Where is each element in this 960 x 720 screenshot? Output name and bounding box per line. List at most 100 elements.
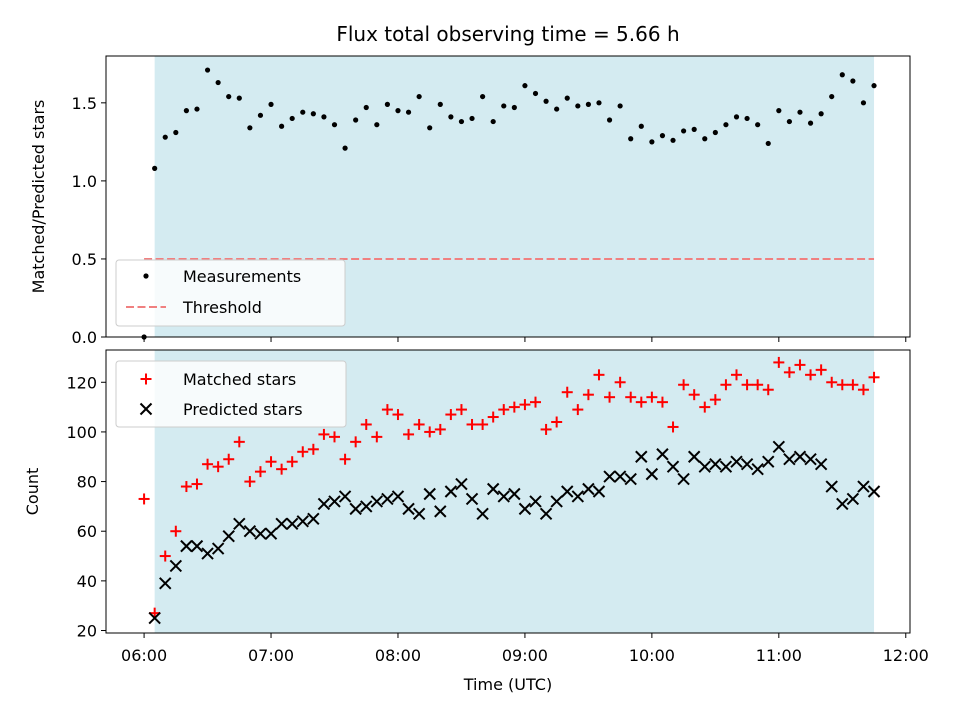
matched-star-point [254, 466, 266, 478]
cross-stroke-b [434, 505, 447, 518]
predicted-star-point [412, 507, 426, 521]
cross-stroke-b [613, 470, 627, 483]
predicted-star-point [592, 485, 606, 498]
predicted-star-point [518, 502, 532, 516]
measurement-point [395, 108, 401, 114]
cross-stroke-b [391, 490, 405, 503]
measurement-point [850, 78, 856, 84]
top-axes-frame [105, 55, 911, 338]
cross-stroke-b [582, 482, 595, 496]
cross-stroke-b [751, 462, 764, 476]
matched-star-point [265, 456, 277, 468]
cross-stroke-b [857, 480, 870, 493]
bottom-y-tick-label: 100 [66, 423, 97, 442]
legend-matched-marker [140, 373, 152, 385]
predicted-star-point [550, 495, 563, 508]
matched-star-point [487, 411, 499, 423]
predicted-star-point [836, 497, 849, 511]
matched-star-point [138, 493, 150, 505]
measurement-point [215, 79, 221, 86]
measurement-point [152, 165, 158, 171]
measurement-point [596, 100, 602, 106]
measurement-point [532, 90, 539, 97]
predicted-star-point [444, 485, 458, 498]
cross-stroke-b [550, 495, 563, 508]
cross-stroke-b [222, 529, 235, 543]
legend-measurements-label: Measurements [183, 267, 301, 286]
measurement-point [342, 145, 348, 151]
matched-star-point [561, 386, 573, 398]
matched-star-point [191, 478, 203, 490]
predicted-star-point [222, 529, 235, 543]
matched-star-point [773, 356, 785, 368]
bottom-x-tick-label: 08:00 [375, 646, 421, 665]
cross-stroke-b [148, 611, 161, 625]
matched-star-point [466, 418, 478, 430]
matched-star-point [350, 436, 362, 448]
matched-star-point [604, 391, 616, 403]
cross-stroke-b [254, 527, 267, 540]
top-y-tick-label: 1.0 [72, 172, 97, 191]
cross-stroke-b [740, 457, 754, 471]
predicted-star-point [857, 480, 870, 493]
matched-star-point [614, 376, 626, 388]
predicted-star-point [709, 457, 722, 471]
bottom-x-tick-label: 10:00 [629, 646, 675, 665]
cross-stroke-b [846, 492, 860, 506]
matched-star-point [551, 416, 563, 428]
measurement-point [702, 136, 708, 142]
matched-star-point [424, 426, 436, 438]
measurement-point [522, 83, 528, 89]
cross-stroke-b [444, 485, 458, 498]
predicted-star-point [211, 542, 225, 555]
cross-stroke-b [804, 453, 817, 466]
cross-stroke-b [624, 472, 637, 486]
cross-stroke-b [709, 457, 722, 471]
cross-stroke-b [793, 450, 807, 463]
cross-stroke-b [730, 455, 743, 468]
predicted-star-point [159, 577, 172, 590]
matched-star-point [741, 379, 753, 391]
cross-stroke-b [814, 457, 828, 471]
matched-star-point [159, 550, 171, 562]
matched-star-point [868, 371, 880, 383]
measurement-point [670, 137, 676, 143]
measurement-point [860, 100, 867, 106]
measurement-point [755, 122, 761, 128]
predicted-star-point [243, 525, 257, 538]
matched-star-point [498, 404, 510, 416]
cross-stroke-b [836, 497, 849, 511]
matched-star-point [276, 463, 288, 475]
matched-star-point [455, 404, 467, 416]
measurement-point [554, 106, 560, 112]
measurement-point [331, 122, 338, 128]
predicted-star-point [645, 467, 659, 481]
cross-stroke-b [656, 448, 669, 461]
measurement-point [575, 103, 581, 109]
cross-stroke-b [381, 492, 394, 506]
matched-star-point [625, 391, 637, 403]
matched-star-point [667, 421, 679, 433]
matched-star-point [360, 418, 372, 430]
cross-stroke-b [825, 480, 838, 493]
predicted-star-point [169, 559, 183, 573]
cross-stroke-b [370, 495, 384, 508]
cross-stroke-b [360, 500, 373, 513]
predicted-star-point [370, 495, 384, 508]
cross-stroke-b [539, 507, 553, 521]
measurement-point [173, 129, 179, 136]
cross-stroke-b [296, 515, 309, 528]
matched-star-point [413, 418, 425, 430]
predicted-star-point [793, 450, 807, 463]
predicted-star-point [677, 472, 690, 486]
cross-stroke-b [159, 577, 172, 590]
predicted-star-point [846, 492, 860, 506]
cross-stroke-b [603, 470, 616, 483]
measurement-point [469, 115, 475, 122]
predicted-star-point [603, 470, 616, 483]
predicted-star-point [148, 611, 161, 625]
matched-stars-points [138, 356, 880, 619]
measurement-point [405, 109, 412, 115]
cross-stroke-b [211, 542, 225, 555]
